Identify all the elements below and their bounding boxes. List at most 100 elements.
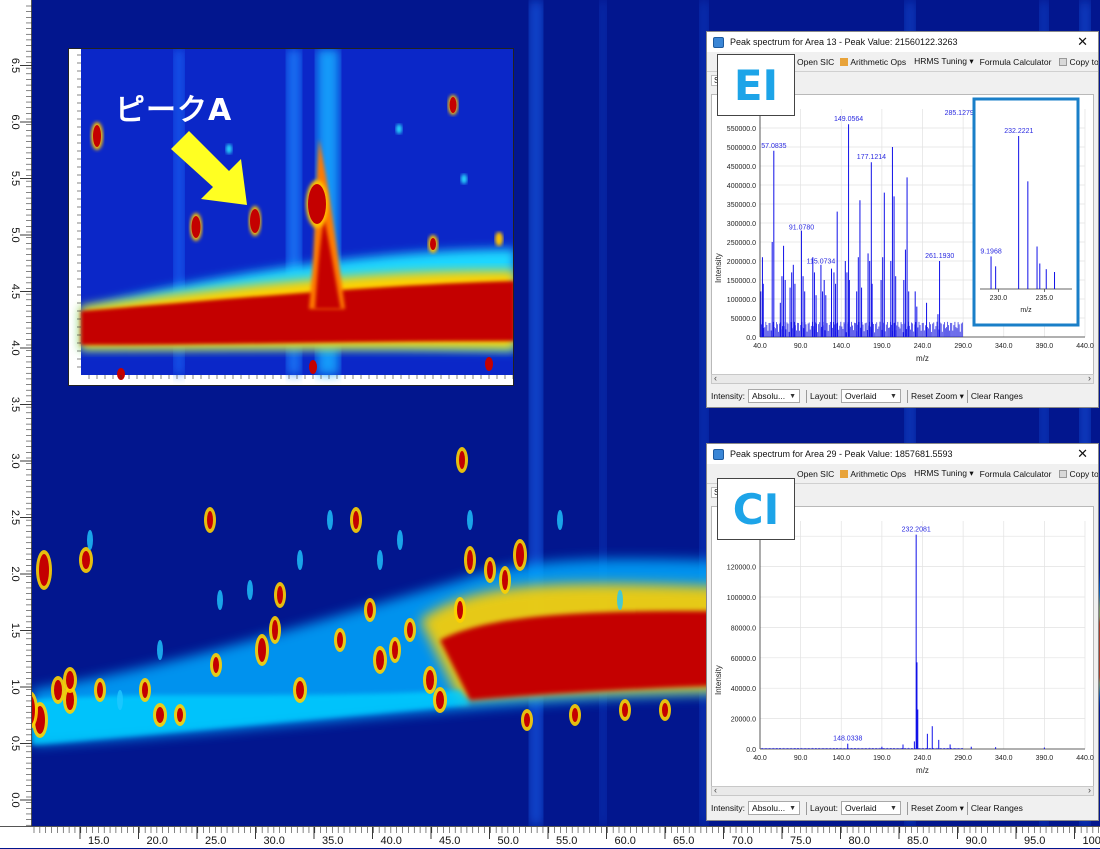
close-icon[interactable]: ✕ [1073, 446, 1092, 462]
ci-title-bar[interactable]: Peak spectrum for Area 29 - Peak Value: … [707, 444, 1098, 464]
x-tick-label: 290.0 [954, 343, 972, 350]
ci-status-bar: Intensity: Absolu...▼ Layout: Overlaid▼ … [707, 798, 1098, 818]
close-icon[interactable]: ✕ [1073, 34, 1092, 50]
y-tick-label: 3.5 [9, 397, 21, 412]
layout-label: Layout: [810, 391, 838, 401]
peak-label: 57.0835 [761, 143, 786, 150]
intensity-select[interactable]: Absolu...▼ [748, 801, 800, 815]
peak-label: 177.1214 [857, 154, 886, 161]
y-tick-label: 1.5 [9, 623, 21, 638]
y-tick-label: 100000.0 [727, 297, 756, 304]
clipboard-icon [1059, 470, 1067, 478]
y-axis-label: Intensity [714, 253, 723, 283]
y-tick-label: 250000.0 [727, 240, 756, 247]
peak-label: 232.2221 [1004, 128, 1033, 135]
y-tick-label: 2.0 [9, 566, 21, 581]
y-tick-label: 0.0 [746, 747, 756, 754]
y-tick-label: 0.5 [9, 736, 21, 751]
y-tick-label: 20000.0 [731, 717, 756, 724]
ei-horizontal-scrollbar[interactable]: ‹› [711, 374, 1094, 384]
y-tick-label: 60000.0 [731, 656, 756, 663]
y-tick-label: 6.0 [9, 114, 21, 129]
toolbar-item-open-sic[interactable]: Open SIC [711, 469, 837, 479]
layout-select[interactable]: Overlaid▼ [841, 389, 901, 403]
y-tick-label: 500000.0 [727, 145, 756, 152]
layout-label: Layout: [810, 803, 838, 813]
x-tick-label: 240.0 [914, 755, 932, 762]
x-tick-label: 390.0 [1036, 343, 1054, 350]
toolbar-item-hrms-tuning[interactable]: HRMS Tuning ▾ [911, 56, 977, 67]
x-tick-label: 240.0 [914, 343, 932, 350]
toolbar-item-hrms-tuning[interactable]: HRMS Tuning ▾ [911, 468, 977, 479]
x-tick-label: 35.0 [322, 835, 343, 847]
ci-window-title: Peak spectrum for Area 29 - Peak Value: … [730, 449, 1073, 459]
x-axis-label: m/z [916, 354, 929, 363]
ei-spectrum-chart: 0.050000.0100000.0150000.0200000.0250000… [712, 95, 1095, 377]
layout-select[interactable]: Overlaid▼ [841, 801, 901, 815]
y-tick-label: 50000.0 [731, 316, 756, 323]
y-tick-label: 300000.0 [727, 221, 756, 228]
toolbar-item-copy-to-clipboard[interactable]: Copy to Clipboard [1056, 469, 1098, 479]
app-icon [713, 449, 724, 460]
x-tick-label: 230.0 [990, 295, 1008, 302]
clear-ranges-button[interactable]: Clear Ranges [971, 803, 1023, 813]
arithmetic-icon [840, 470, 848, 478]
x-tick-label: 40.0 [753, 755, 767, 762]
app-icon [713, 37, 724, 48]
y-tick-label: 0.0 [746, 335, 756, 342]
x-tick-label: 80.0 [849, 835, 870, 847]
ci-horizontal-scrollbar[interactable]: ‹› [711, 786, 1094, 796]
y-tick-label: 3.0 [9, 453, 21, 468]
y-tick-label: 200000.0 [727, 259, 756, 266]
x-tick-label: 95.0 [1024, 835, 1045, 847]
toolbar-item-formula-calculator[interactable]: Formula Calculator [977, 57, 1055, 67]
chevron-down-icon: ▼ [890, 393, 897, 400]
x-tick-label: 100 [1083, 835, 1100, 847]
toolbar-item-arithmetic-ops[interactable]: Arithmetic Ops [837, 469, 909, 479]
x-tick-label: 290.0 [954, 755, 972, 762]
toolbar-item-copy-to-clipboard[interactable]: Copy to Clipboard [1056, 57, 1098, 67]
chevron-down-icon: ▼ [789, 393, 796, 400]
ci-spectrum-chart: 0.020000.040000.060000.080000.0100000.01… [712, 507, 1095, 789]
clear-ranges-button[interactable]: Clear Ranges [971, 391, 1023, 401]
zoom-inset: ピークA [68, 48, 514, 386]
peak-label: 9.1968 [980, 248, 1002, 255]
x-tick-label: 65.0 [673, 835, 694, 847]
x-tick-label: 70.0 [732, 835, 753, 847]
peak-label: 232.2081 [902, 527, 931, 534]
ei-window-title: Peak spectrum for Area 13 - Peak Value: … [730, 37, 1073, 47]
x-tick-label: 85.0 [907, 835, 928, 847]
y-tick-label: 550000.0 [727, 126, 756, 133]
y-tick-label: 4.0 [9, 340, 21, 355]
y-tick-label: 6.5 [9, 58, 21, 73]
x-tick-label: 45.0 [439, 835, 460, 847]
y-tick-label: 450000.0 [727, 164, 756, 171]
ei-spectrum-window[interactable]: Peak spectrum for Area 13 - Peak Value: … [706, 31, 1099, 408]
arithmetic-icon [840, 58, 848, 66]
x-tick-label: 60.0 [615, 835, 636, 847]
peak-a-label: ピークA [115, 85, 232, 129]
y-tick-label: 2.5 [9, 510, 21, 525]
x-tick-label: 50.0 [498, 835, 519, 847]
reset-zoom-button[interactable]: Reset Zoom ▾ [911, 391, 964, 402]
x-tick-label: 340.0 [995, 755, 1013, 762]
x-tick-label: 440.0 [1076, 343, 1094, 350]
reset-zoom-button[interactable]: Reset Zoom ▾ [911, 803, 964, 814]
x-tick-label: 30.0 [264, 835, 285, 847]
intensity-select[interactable]: Absolu...▼ [748, 389, 800, 403]
toolbar-item-formula-calculator[interactable]: Formula Calculator [977, 469, 1055, 479]
peak-label: 149.0564 [834, 116, 863, 123]
x-tick-label: 440.0 [1076, 755, 1094, 762]
x-tick-label: 90.0 [794, 343, 808, 350]
x-tick-label: 40.0 [381, 835, 402, 847]
x-tick-label: 75.0 [790, 835, 811, 847]
x-tick-label: 20.0 [147, 835, 168, 847]
x-tick-label: 90.0 [794, 755, 808, 762]
ci-spectrum-window[interactable]: Peak spectrum for Area 29 - Peak Value: … [706, 443, 1099, 821]
y-tick-label: 100000.0 [727, 595, 756, 602]
toolbar-item-arithmetic-ops[interactable]: Arithmetic Ops [837, 57, 909, 67]
ei-title-bar[interactable]: Peak spectrum for Area 13 - Peak Value: … [707, 32, 1098, 52]
